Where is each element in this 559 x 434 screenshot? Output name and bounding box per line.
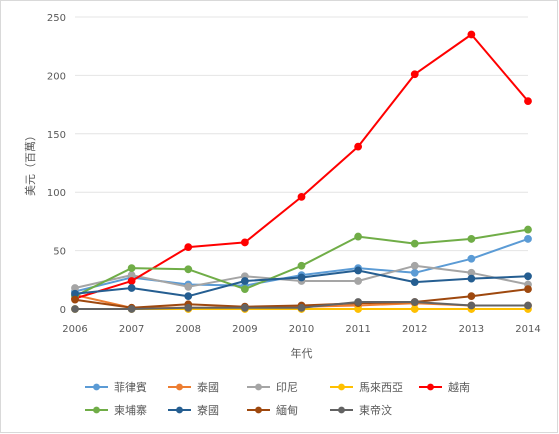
legend-item-泰國: 泰國 [168, 380, 219, 394]
y-tick-label-100: 100 [47, 188, 66, 199]
x-tick-label-2008: 2008 [176, 324, 201, 335]
data-point-越南-2011 [354, 142, 363, 151]
x-axis-title: 年代 [291, 346, 313, 360]
legend-item-東帝汶: 東帝汶 [330, 403, 392, 417]
data-point-寮國-2008 [184, 292, 193, 301]
legend-swatch-marker [255, 406, 262, 414]
legend-swatch-marker [427, 383, 434, 391]
data-point-柬埔寨-2010 [297, 261, 306, 270]
data-point-越南-2010 [297, 192, 306, 201]
x-tick-label-2013: 2013 [459, 324, 484, 335]
y-tick-label-250: 250 [47, 13, 66, 24]
x-tick-label-2009: 2009 [232, 324, 257, 335]
data-point-越南-2007 [127, 277, 136, 285]
legend-label-寮國: 寮國 [197, 403, 219, 417]
data-point-寮國-2009 [240, 277, 249, 285]
data-point-東帝汶-2013 [467, 301, 476, 310]
x-tick-label-2007: 2007 [119, 324, 144, 335]
x-tick-label-2011: 2011 [345, 324, 370, 335]
series-東帝汶 [71, 298, 532, 313]
data-point-菲律賓-2012 [410, 268, 419, 277]
series-柬埔寨 [71, 225, 532, 301]
data-point-緬甸-2013 [467, 292, 476, 301]
legend-label-緬甸: 緬甸 [276, 404, 298, 417]
data-point-柬埔寨-2014 [524, 225, 532, 234]
legend-swatch-marker [338, 383, 345, 391]
legend-item-印尼: 印尼 [247, 381, 298, 394]
x-tick-label-2006: 2006 [62, 324, 87, 335]
data-point-東帝汶-2010 [297, 303, 306, 312]
y-axis-title: 美元（百萬） [24, 130, 37, 196]
data-point-東帝汶-2012 [410, 298, 419, 306]
data-point-越南-2013 [467, 30, 476, 39]
legend-label-柬埔寨: 柬埔寨 [114, 403, 147, 417]
data-point-東帝汶-2007 [127, 305, 136, 313]
data-point-菲律賓-2014 [524, 235, 532, 243]
data-point-寮國-2013 [467, 274, 476, 283]
legend-label-菲律賓: 菲律賓 [114, 380, 147, 394]
legend-label-馬來西亞: 馬來西亞 [359, 381, 403, 394]
legend-swatch-marker [93, 383, 100, 391]
legend-item-緬甸: 緬甸 [247, 404, 298, 417]
data-point-柬埔寨-2013 [467, 235, 476, 243]
legend-label-泰國: 泰國 [197, 380, 219, 394]
data-point-東帝汶-2009 [240, 303, 249, 312]
data-point-印尼-2008 [184, 282, 193, 291]
legend-item-越南: 越南 [419, 380, 470, 394]
data-point-菲律賓-2013 [467, 254, 476, 263]
data-point-馬來西亞-2012 [410, 305, 419, 313]
data-point-柬埔寨-2012 [410, 239, 419, 248]
x-tick-label-2012: 2012 [402, 324, 427, 335]
data-point-寮國-2012 [410, 278, 419, 287]
series-寮國 [71, 266, 532, 301]
data-point-越南-2009 [240, 238, 249, 247]
y-tick-label-200: 200 [47, 71, 66, 82]
legend-item-柬埔寨: 柬埔寨 [85, 403, 147, 417]
data-point-越南-2012 [410, 70, 419, 79]
legend-swatch-marker [93, 406, 100, 414]
data-point-東帝汶-2014 [524, 301, 532, 310]
legend-swatch-marker [338, 406, 345, 414]
legend-label-印尼: 印尼 [276, 381, 298, 394]
data-point-寮國-2011 [354, 266, 363, 275]
data-point-寮國-2007 [127, 284, 136, 292]
data-point-東帝汶-2006 [71, 305, 79, 313]
x-tick-label-2010: 2010 [289, 324, 314, 335]
legend-label-越南: 越南 [448, 380, 470, 394]
data-point-緬甸-2006 [71, 295, 79, 304]
legend-item-馬來西亞: 馬來西亞 [330, 381, 403, 394]
data-point-柬埔寨-2007 [127, 264, 136, 273]
data-point-寮國-2010 [297, 273, 306, 282]
data-point-寮國-2014 [524, 272, 532, 281]
data-point-柬埔寨-2011 [354, 232, 363, 241]
legend-label-東帝汶: 東帝汶 [359, 403, 392, 417]
legend-swatch-marker [176, 383, 183, 391]
data-point-柬埔寨-2009 [240, 285, 249, 294]
data-point-印尼-2012 [410, 261, 419, 270]
y-tick-label-150: 150 [47, 130, 66, 141]
x-tick-label-2014: 2014 [515, 324, 540, 335]
y-axis-ticks: 0 50 100 150 200 250 [47, 13, 66, 316]
data-point-東帝汶-2008 [184, 303, 193, 312]
legend-swatch-marker [255, 383, 262, 391]
y-tick-label-0: 0 [60, 305, 66, 316]
data-point-緬甸-2014 [524, 285, 532, 294]
data-point-越南-2008 [184, 243, 193, 251]
data-point-越南-2014 [524, 97, 532, 105]
legend-item-寮國: 寮國 [168, 403, 219, 417]
data-point-東帝汶-2011 [354, 298, 363, 306]
legend-swatch-marker [176, 406, 183, 414]
series-line-越南 [74, 33, 529, 300]
data-point-柬埔寨-2008 [184, 265, 193, 274]
data-point-印尼-2011 [354, 277, 363, 285]
y-tick-label-50: 50 [53, 247, 66, 258]
legend-item-菲律賓: 菲律賓 [85, 380, 147, 394]
series-lines [71, 30, 532, 313]
